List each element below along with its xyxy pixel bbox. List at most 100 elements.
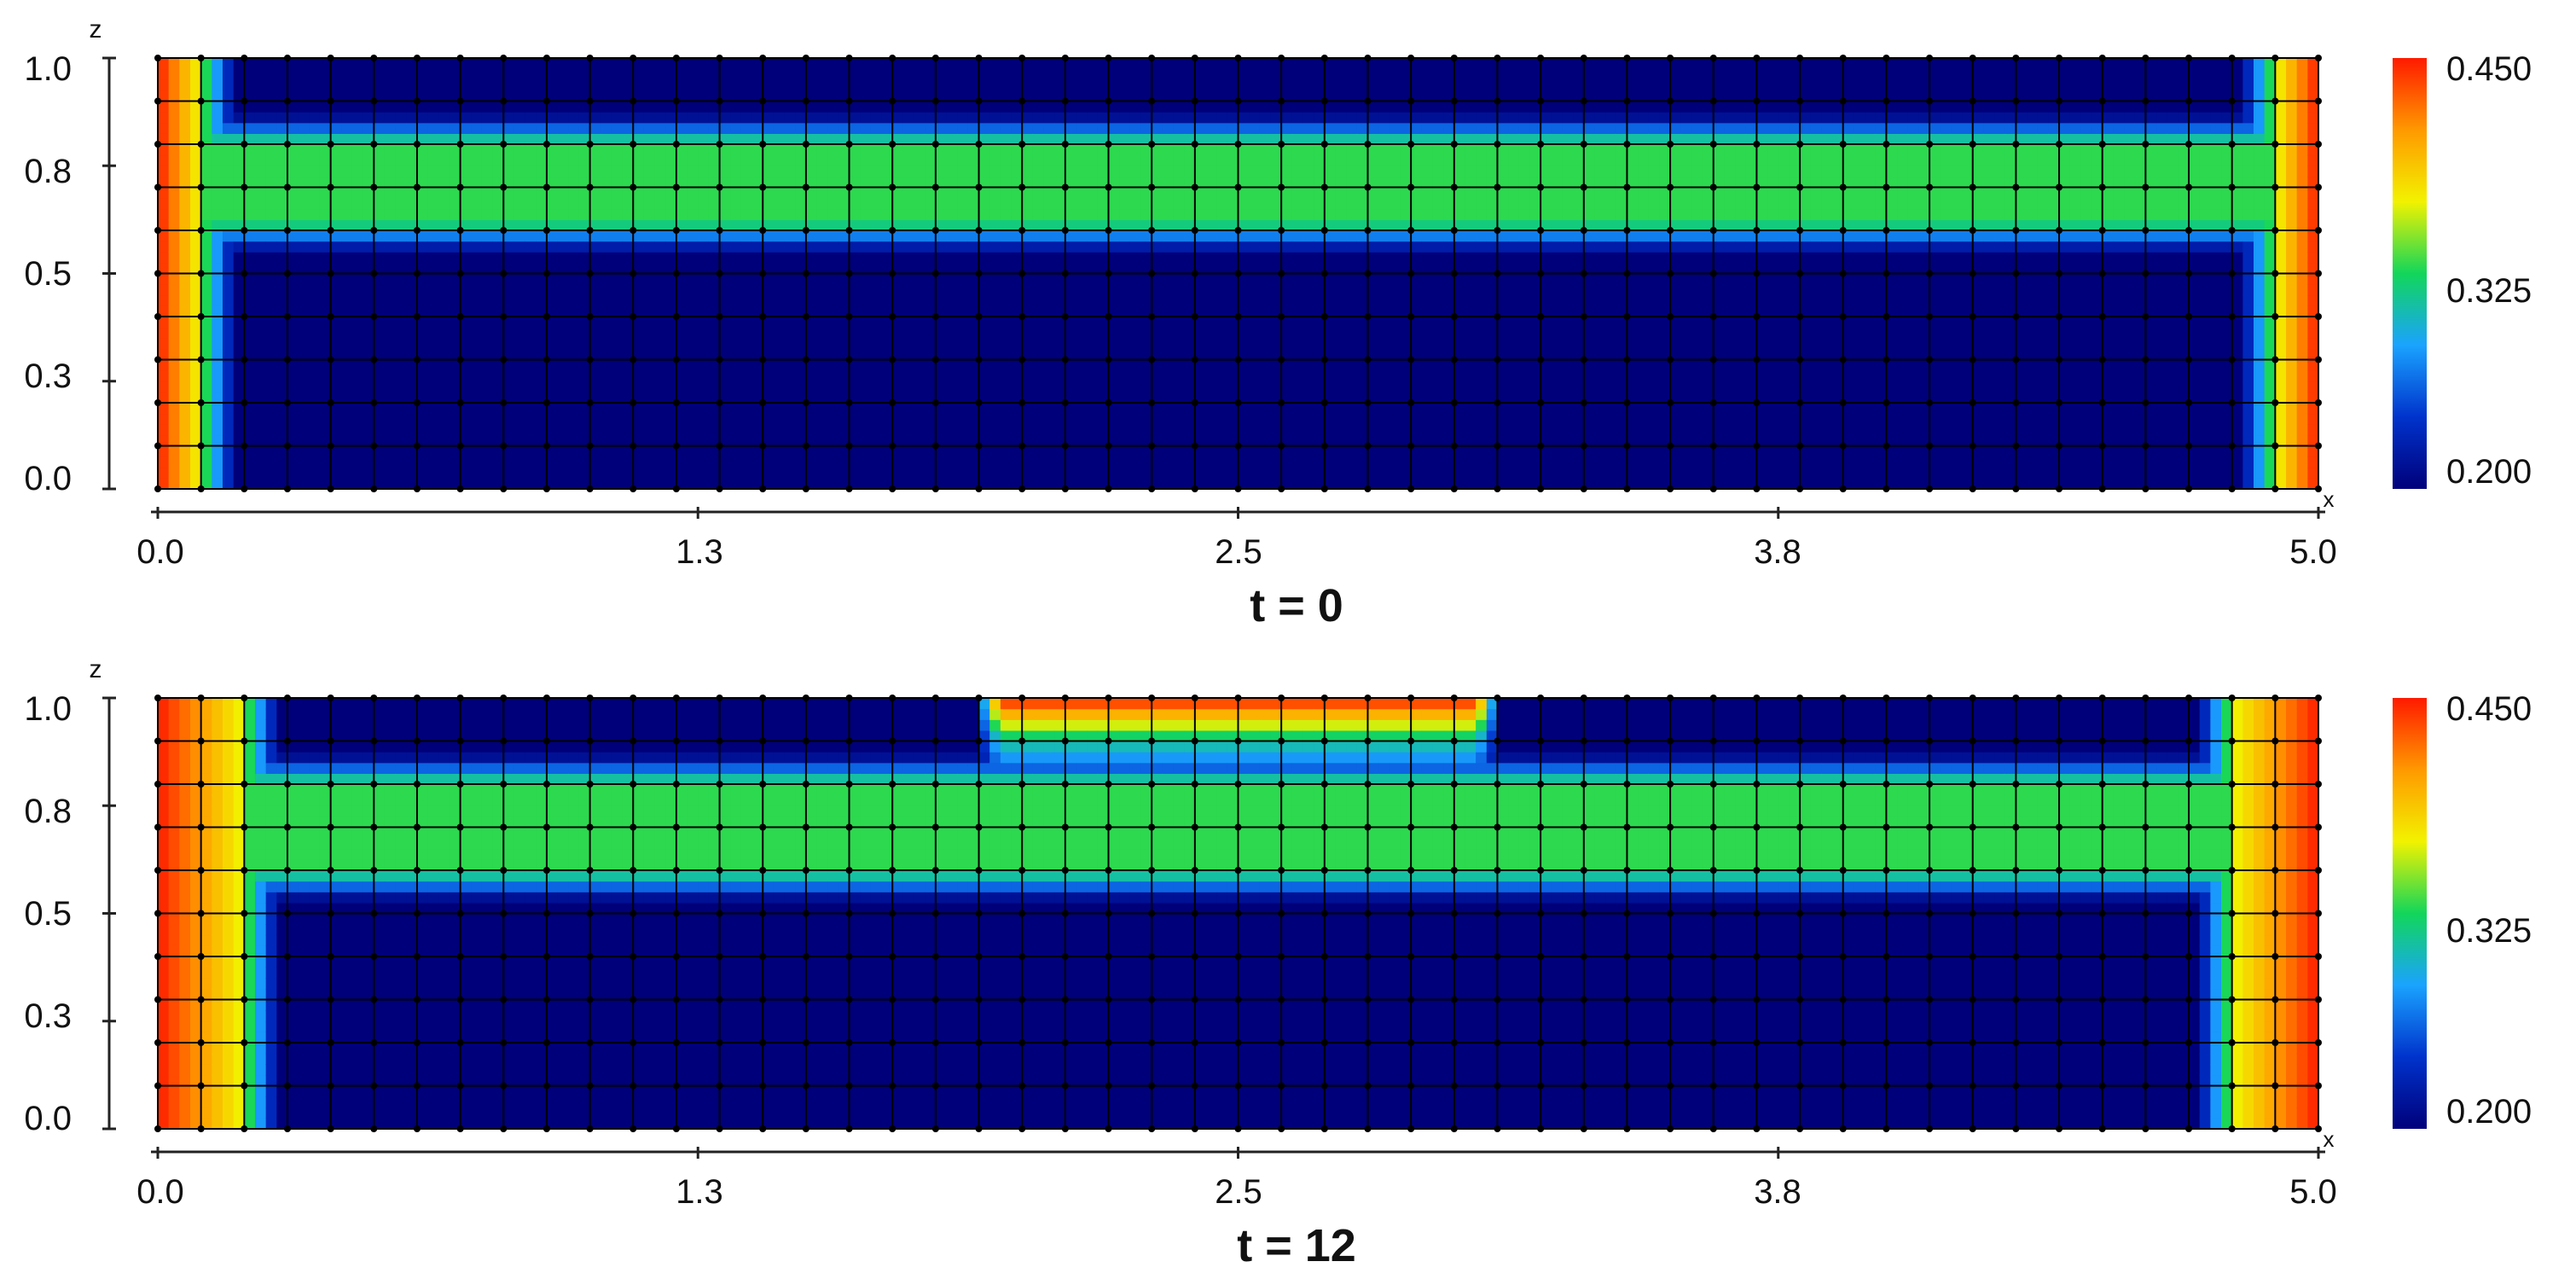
heatmap-cell <box>1184 284 1196 296</box>
heatmap-cell <box>1303 467 1314 479</box>
heatmap-cell <box>427 434 439 447</box>
heatmap-cell <box>892 456 904 468</box>
heatmap-cell <box>805 424 818 436</box>
heatmap-cell <box>265 122 277 134</box>
heatmap-cell <box>1076 208 1088 220</box>
heatmap-cell <box>665 144 677 156</box>
heatmap-cell <box>200 122 212 134</box>
heatmap-cell <box>795 359 807 371</box>
heatmap-cell <box>1432 208 1444 220</box>
heatmap-cell <box>622 273 634 285</box>
heatmap-cell <box>881 79 893 91</box>
heatmap-cell <box>1497 198 1509 210</box>
heatmap-cell <box>1108 424 1120 436</box>
heatmap-cell <box>1000 187 1012 199</box>
heatmap-cell <box>190 112 202 124</box>
heatmap-cell <box>687 392 699 404</box>
heatmap-cell <box>298 219 310 231</box>
heatmap-cell <box>730 68 742 80</box>
heatmap-cell <box>1335 467 1347 479</box>
heatmap-cell <box>449 101 461 113</box>
heatmap-cell <box>805 79 818 91</box>
heatmap-cell <box>784 456 796 468</box>
heatmap-cell <box>287 230 299 242</box>
heatmap-cell <box>1356 58 1369 70</box>
heatmap-cell <box>513 219 526 231</box>
heatmap-cell <box>374 187 386 199</box>
heatmap-cell <box>1314 381 1326 392</box>
heatmap-cell <box>1065 122 1077 134</box>
heatmap-cell <box>233 424 245 436</box>
heatmap-cell <box>1022 348 1034 361</box>
heatmap-cell <box>427 262 439 275</box>
heatmap-cell <box>319 338 332 350</box>
heatmap-cell <box>384 230 397 242</box>
heatmap-cell <box>341 198 353 210</box>
heatmap-cell <box>190 370 202 382</box>
heatmap-cell <box>978 133 990 145</box>
heatmap-cell <box>773 112 786 124</box>
heatmap-cell <box>1000 144 1012 156</box>
heatmap-cell <box>1022 101 1034 113</box>
heatmap-cell <box>719 294 731 306</box>
heatmap-cell <box>1249 294 1261 306</box>
heatmap-cell <box>503 219 515 231</box>
heatmap-cell <box>233 68 245 80</box>
heatmap-cell <box>1152 478 1163 490</box>
heatmap-cell <box>276 359 288 371</box>
heatmap-cell <box>1476 252 1488 264</box>
heatmap-cell <box>341 68 353 80</box>
heatmap-cell <box>1119 112 1131 124</box>
heatmap-cell <box>513 445 526 457</box>
heatmap-cell <box>1194 456 1207 468</box>
heatmap-cell <box>1389 79 1401 91</box>
heatmap-cell <box>1259 144 1272 156</box>
heatmap-cell <box>406 208 418 220</box>
heatmap-cell <box>416 478 429 490</box>
heatmap-cell <box>946 208 958 220</box>
heatmap-cell <box>1043 133 1055 145</box>
heatmap-cell <box>1000 424 1012 436</box>
heatmap-cell <box>1140 273 1152 285</box>
heatmap-cell <box>1270 187 1282 199</box>
heatmap-cell <box>546 317 559 328</box>
heatmap-cell <box>460 252 472 264</box>
heatmap-cell <box>784 434 796 447</box>
heatmap-cell <box>374 434 386 447</box>
heatmap-cell <box>849 241 861 253</box>
heatmap-cell <box>763 68 775 80</box>
heatmap-cell <box>1389 252 1401 264</box>
heatmap-cell <box>763 58 775 70</box>
heatmap-cell <box>546 79 559 91</box>
heatmap-cell <box>179 90 191 102</box>
heatmap-cell <box>1032 58 1045 70</box>
heatmap-cell <box>568 154 580 166</box>
heatmap-cell <box>212 294 223 306</box>
heatmap-cell <box>309 262 321 275</box>
heatmap-cell <box>298 284 310 296</box>
heatmap-cell <box>1108 187 1120 199</box>
heatmap-cell <box>1378 133 1390 145</box>
heatmap-cell <box>902 101 915 113</box>
heatmap-cell <box>481 262 494 275</box>
heatmap-cell <box>1087 305 1099 317</box>
heatmap-cell <box>1000 338 1012 350</box>
heatmap-cell <box>1032 219 1045 231</box>
heatmap-cell <box>1367 478 1379 490</box>
heatmap-cell <box>1291 327 1304 339</box>
heatmap-cell <box>1411 284 1423 296</box>
heatmap-cell <box>622 144 634 156</box>
heatmap-cell <box>1173 434 1185 447</box>
heatmap-cell <box>395 478 407 490</box>
heatmap-cell <box>557 284 569 296</box>
heatmap-cell <box>643 122 656 134</box>
heatmap-cell <box>914 90 925 102</box>
heatmap-cell <box>513 284 526 296</box>
heatmap-cell <box>1400 456 1412 468</box>
heatmap-cell <box>1065 144 1077 156</box>
heatmap-cell <box>513 133 526 145</box>
heatmap-cell <box>1421 144 1434 156</box>
heatmap-cell <box>460 434 472 447</box>
heatmap-cell <box>1291 198 1304 210</box>
heatmap-cell <box>708 187 721 199</box>
